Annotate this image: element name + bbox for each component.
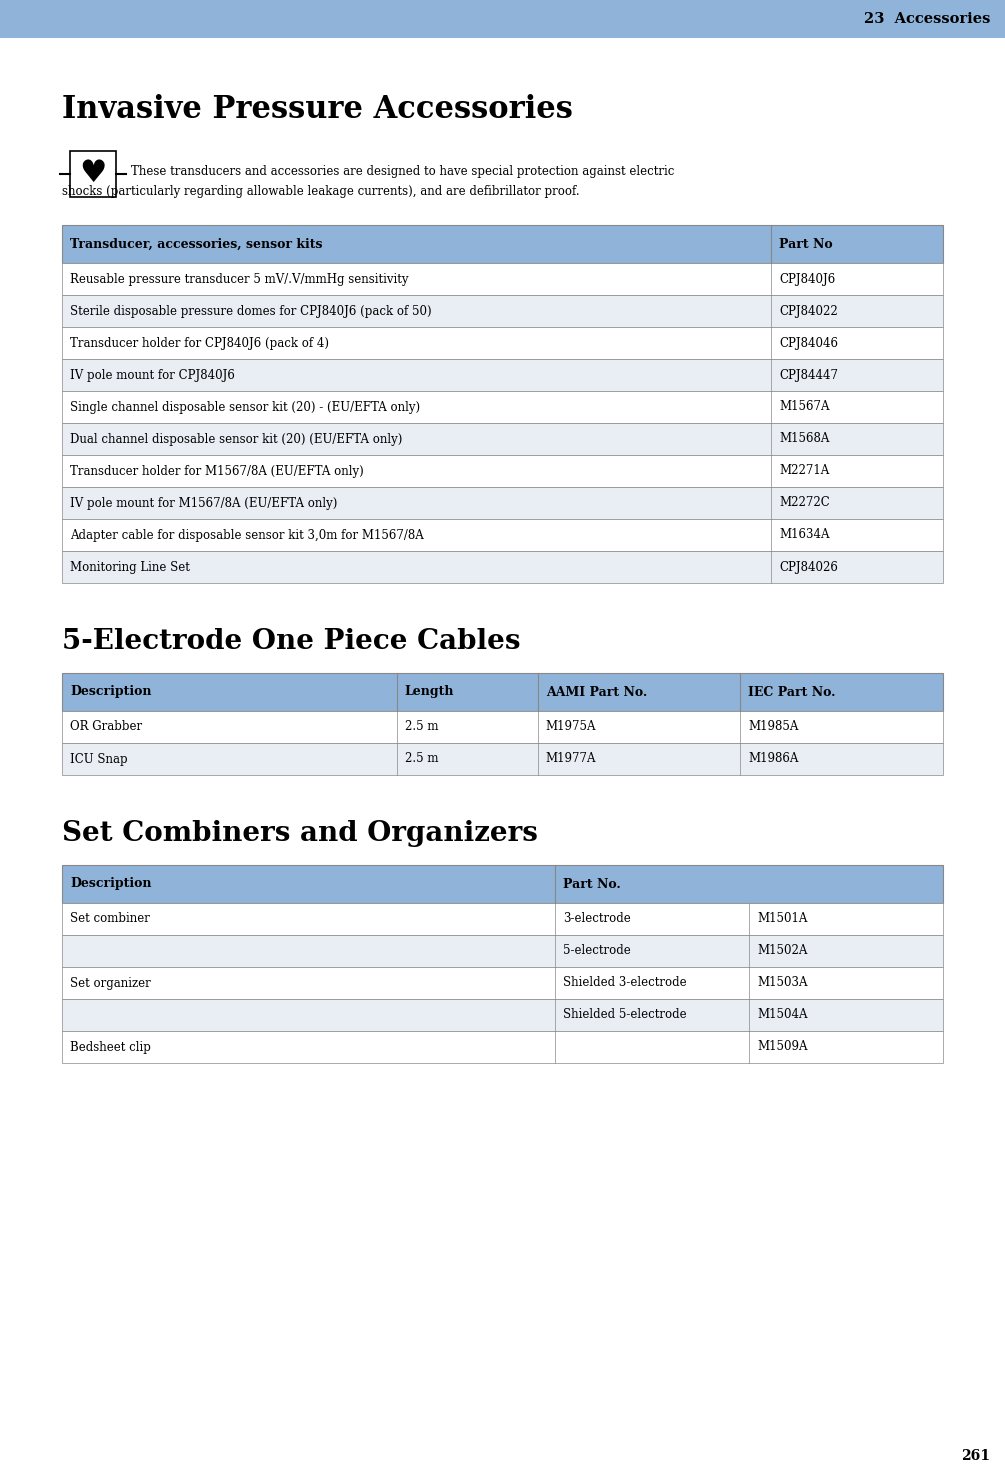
Text: Description: Description xyxy=(70,685,152,698)
Text: M1509A: M1509A xyxy=(757,1041,808,1054)
Text: Part No: Part No xyxy=(779,238,833,251)
Text: Dual channel disposable sensor kit (20) (EU/EFTA only): Dual channel disposable sensor kit (20) … xyxy=(70,432,402,446)
Text: 3-electrode: 3-electrode xyxy=(564,912,631,925)
Bar xyxy=(62,455,943,487)
Text: AAMI Part No.: AAMI Part No. xyxy=(546,685,647,698)
Text: CPJ84026: CPJ84026 xyxy=(779,561,838,574)
Text: M1634A: M1634A xyxy=(779,528,830,542)
Bar xyxy=(62,865,943,903)
Text: 261: 261 xyxy=(961,1449,990,1463)
Text: Shielded 3-electrode: Shielded 3-electrode xyxy=(564,977,687,989)
Bar xyxy=(62,967,943,999)
Bar xyxy=(62,999,943,1032)
Text: Part No.: Part No. xyxy=(564,878,621,890)
Bar xyxy=(62,295,943,328)
Bar xyxy=(62,391,943,424)
Bar xyxy=(62,903,943,934)
Text: Set organizer: Set organizer xyxy=(70,977,151,989)
Text: Transducer holder for M1567/8A (EU/EFTA only): Transducer holder for M1567/8A (EU/EFTA … xyxy=(70,465,364,478)
Text: ICU Snap: ICU Snap xyxy=(70,753,128,766)
Bar xyxy=(62,263,943,295)
Text: CPJ84022: CPJ84022 xyxy=(779,304,838,317)
Text: M2271A: M2271A xyxy=(779,465,829,478)
Bar xyxy=(62,328,943,359)
Text: 5-Electrode One Piece Cables: 5-Electrode One Piece Cables xyxy=(62,627,521,655)
Text: M1502A: M1502A xyxy=(757,945,808,958)
Text: Description: Description xyxy=(70,878,152,890)
Text: Transducer holder for CPJ840J6 (pack of 4): Transducer holder for CPJ840J6 (pack of … xyxy=(70,337,329,350)
Text: M1977A: M1977A xyxy=(546,753,596,766)
Bar xyxy=(62,711,943,742)
Bar xyxy=(0,0,1005,38)
Text: M1501A: M1501A xyxy=(757,912,808,925)
Text: Monitoring Line Set: Monitoring Line Set xyxy=(70,561,190,574)
Text: CPJ840J6: CPJ840J6 xyxy=(779,273,835,285)
Text: M1504A: M1504A xyxy=(757,1008,808,1021)
Text: M1975A: M1975A xyxy=(546,720,596,734)
Bar xyxy=(62,520,943,551)
Bar xyxy=(62,934,943,967)
Text: CPJ84046: CPJ84046 xyxy=(779,337,838,350)
Text: Set combiner: Set combiner xyxy=(70,912,150,925)
Text: IV pole mount for CPJ840J6: IV pole mount for CPJ840J6 xyxy=(70,369,235,381)
Text: Reusable pressure transducer 5 mV/.V/mmHg sensitivity: Reusable pressure transducer 5 mV/.V/mmH… xyxy=(70,273,408,285)
Text: M2272C: M2272C xyxy=(779,496,830,509)
Text: Sterile disposable pressure domes for CPJ840J6 (pack of 50): Sterile disposable pressure domes for CP… xyxy=(70,304,431,317)
Text: 5-electrode: 5-electrode xyxy=(564,945,631,958)
Text: IV pole mount for M1567/8A (EU/EFTA only): IV pole mount for M1567/8A (EU/EFTA only… xyxy=(70,496,338,509)
Text: Bedsheet clip: Bedsheet clip xyxy=(70,1041,151,1054)
Bar xyxy=(70,151,116,196)
Bar xyxy=(62,551,943,583)
Text: 2.5 m: 2.5 m xyxy=(405,753,438,766)
Text: M1985A: M1985A xyxy=(749,720,799,734)
Text: M1986A: M1986A xyxy=(749,753,799,766)
Text: Transducer, accessories, sensor kits: Transducer, accessories, sensor kits xyxy=(70,238,323,251)
Bar xyxy=(62,359,943,391)
Text: Single channel disposable sensor kit (20) - (EU/EFTA only): Single channel disposable sensor kit (20… xyxy=(70,400,420,413)
Bar xyxy=(62,424,943,455)
Text: Set Combiners and Organizers: Set Combiners and Organizers xyxy=(62,821,538,847)
Bar xyxy=(62,742,943,775)
Bar xyxy=(62,673,943,711)
Text: 2.5 m: 2.5 m xyxy=(405,720,438,734)
Text: OR Grabber: OR Grabber xyxy=(70,720,142,734)
Bar xyxy=(62,487,943,520)
Text: IEC Part No.: IEC Part No. xyxy=(749,685,836,698)
Text: shocks (particularly regarding allowable leakage currents), and are defibrillato: shocks (particularly regarding allowable… xyxy=(62,184,580,198)
Text: 23  Accessories: 23 Accessories xyxy=(863,12,990,27)
Text: Invasive Pressure Accessories: Invasive Pressure Accessories xyxy=(62,94,573,125)
Text: Shielded 5-electrode: Shielded 5-electrode xyxy=(564,1008,687,1021)
Text: M1503A: M1503A xyxy=(757,977,808,989)
Text: Adapter cable for disposable sensor kit 3,0m for M1567/8A: Adapter cable for disposable sensor kit … xyxy=(70,528,424,542)
Text: Length: Length xyxy=(405,685,454,698)
Text: ♥: ♥ xyxy=(79,158,107,189)
Text: M1568A: M1568A xyxy=(779,432,829,446)
Text: These transducers and accessories are designed to have special protection agains: These transducers and accessories are de… xyxy=(131,165,674,179)
Text: CPJ84447: CPJ84447 xyxy=(779,369,838,381)
Text: M1567A: M1567A xyxy=(779,400,830,413)
Bar xyxy=(62,224,943,263)
Bar xyxy=(62,1032,943,1063)
